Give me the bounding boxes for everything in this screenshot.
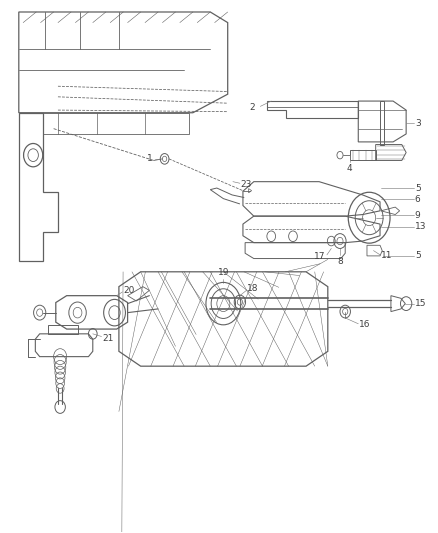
Text: 18: 18 [247, 284, 259, 293]
Text: 19: 19 [218, 268, 229, 277]
Text: 15: 15 [415, 299, 426, 308]
Text: 20: 20 [123, 286, 134, 295]
Text: 3: 3 [415, 119, 420, 128]
Text: 2: 2 [249, 103, 254, 112]
Text: 17: 17 [314, 253, 325, 262]
Text: 11: 11 [381, 252, 392, 261]
Text: 1: 1 [147, 155, 153, 164]
Text: 21: 21 [102, 334, 114, 343]
Text: 4: 4 [347, 164, 353, 173]
Text: 23: 23 [241, 180, 252, 189]
Text: 5: 5 [415, 183, 420, 192]
Text: 13: 13 [415, 222, 426, 231]
Text: 6: 6 [415, 195, 420, 204]
Text: 5: 5 [415, 252, 420, 261]
Text: 16: 16 [359, 320, 371, 329]
Text: 8: 8 [337, 257, 343, 266]
Text: 9: 9 [415, 211, 420, 220]
